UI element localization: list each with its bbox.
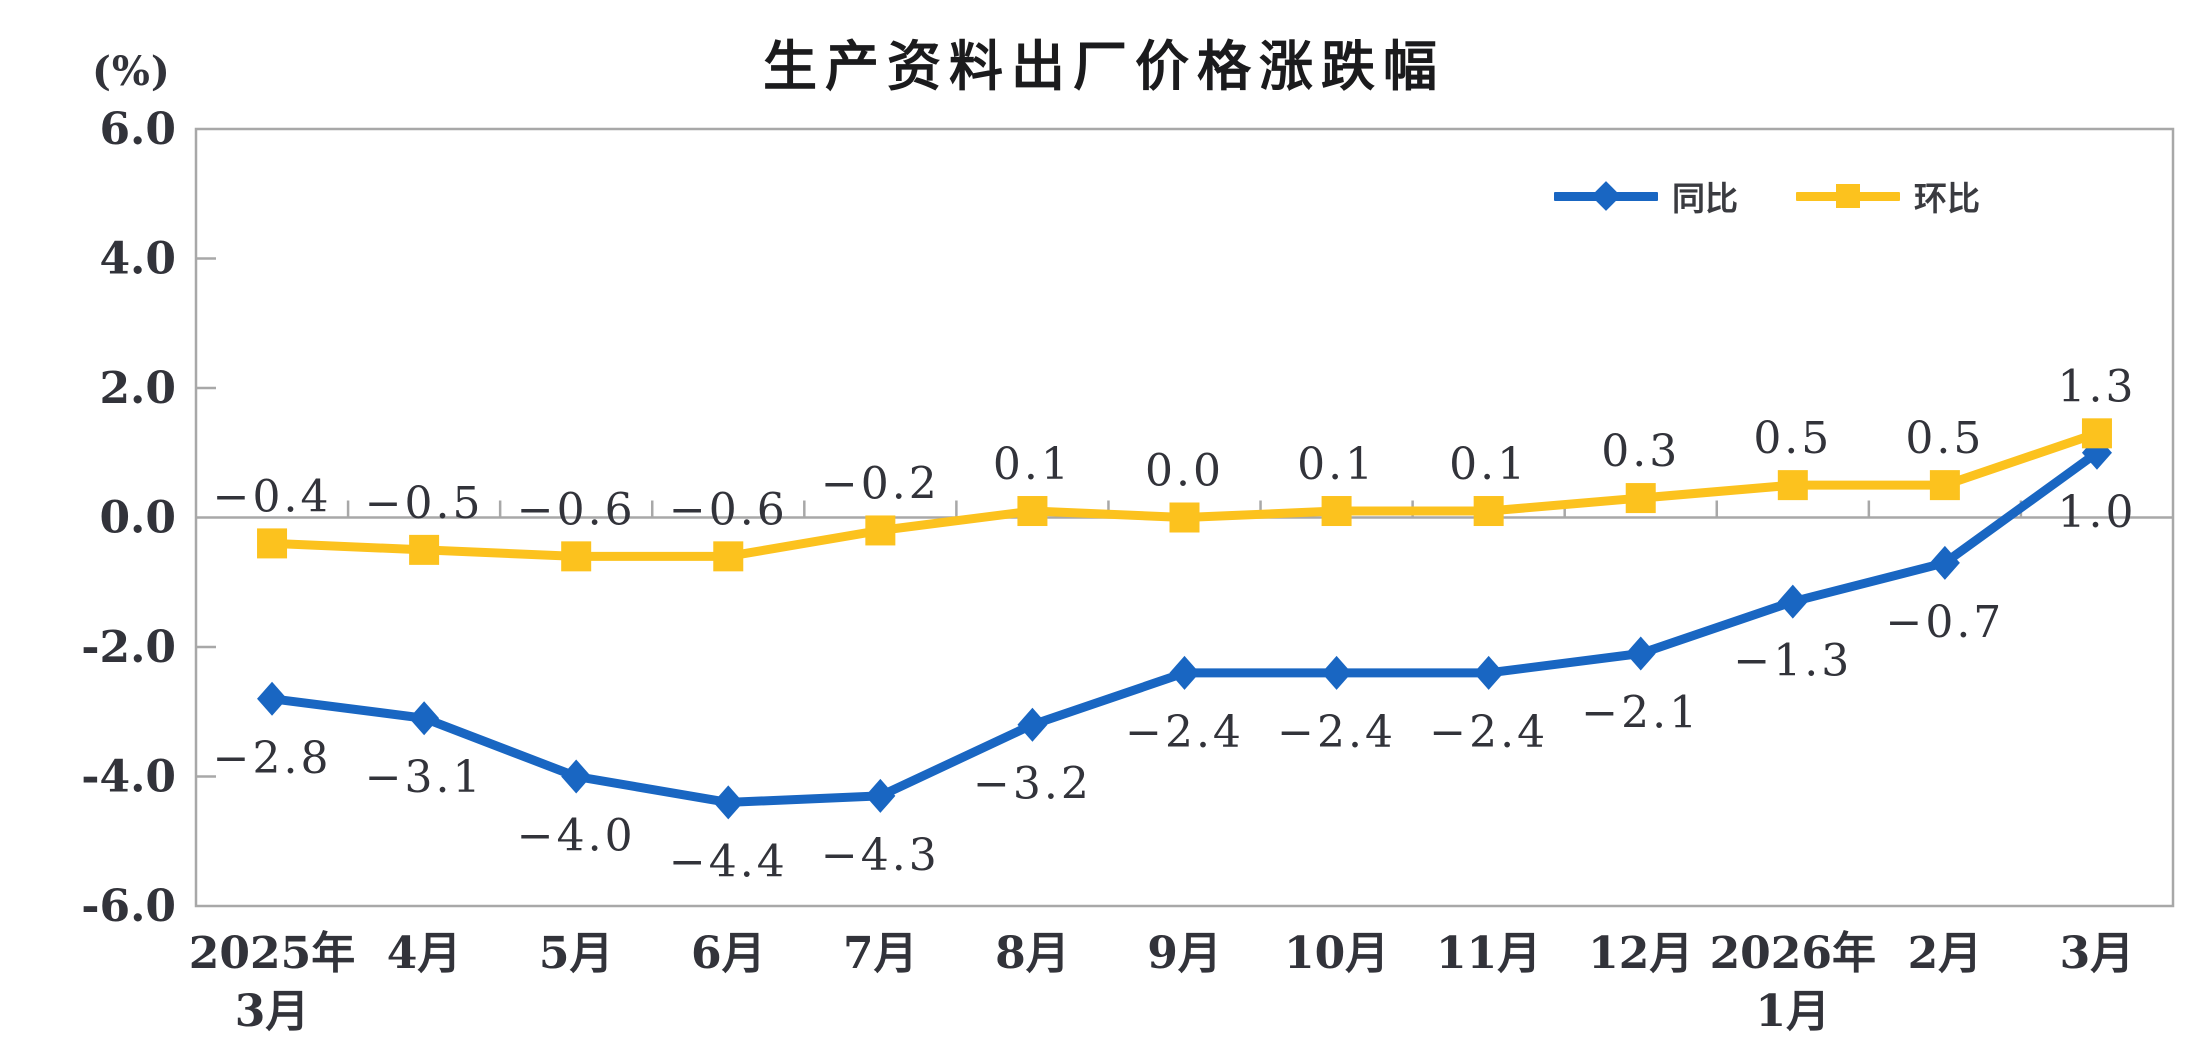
svg-text:3月: 3月 [235,986,310,1037]
y-axis-unit-label: (%) [92,48,171,95]
chart-legend: 同比 环比 [1554,172,1980,220]
mom-line-swatch [1796,184,1900,208]
svg-text:12月: 12月 [1588,928,1693,979]
svg-text:−3.1: −3.1 [365,752,484,803]
svg-text:-6.0: -6.0 [81,881,176,932]
svg-text:−0.7: −0.7 [1885,597,2004,648]
svg-text:−0.6: −0.6 [517,484,636,535]
svg-text:0.5: 0.5 [1905,413,1984,464]
svg-text:11月: 11月 [1436,928,1541,979]
svg-text:6.0: 6.0 [99,104,176,155]
chart-title: 生产资料出厂价格涨跌幅 [763,35,1445,98]
svg-text:1月: 1月 [1755,986,1830,1037]
svg-text:2026年: 2026年 [1710,928,1876,979]
svg-text:−2.8: −2.8 [213,733,332,784]
square-marker-icon [1836,184,1860,208]
svg-text:0.1: 0.1 [993,439,1072,490]
series-mom [257,418,2112,572]
svg-text:−0.5: −0.5 [365,478,484,529]
svg-text:−2.1: −2.1 [1581,687,1700,738]
legend-item-yoy: 同比 [1554,172,1738,220]
svg-text:5月: 5月 [539,928,614,979]
svg-text:9月: 9月 [1147,928,1222,979]
svg-text:−1.3: −1.3 [1733,636,1852,687]
legend-label-mom: 环比 [1914,179,1980,218]
svg-text:8月: 8月 [995,928,1070,979]
svg-text:0.1: 0.1 [1297,439,1376,490]
series-mom-data-labels: −0.4 −0.5 −0.6 −0.6 −0.2 0.1 0.0 0.1 0.1 0.3 0.5 0.… [213,361,2136,535]
svg-text:4.0: 4.0 [99,234,176,285]
svg-text:−0.2: −0.2 [821,458,940,509]
series-yoy-data-labels: −2.8 −3.1 −4.0 −4.4 −4.3 −3.2 −2.4 −2.4 −2.4 −2.1… [213,487,2136,888]
series-yoy [257,435,2112,820]
svg-text:−0.6: −0.6 [669,484,788,535]
svg-text:2月: 2月 [1908,928,1983,979]
svg-text:−2.4: −2.4 [1125,707,1244,758]
svg-text:−2.4: −2.4 [1277,707,1396,758]
svg-text:−4.4: −4.4 [669,836,788,887]
svg-text:0.3: 0.3 [1601,426,1680,477]
yoy-line-swatch [1554,181,1658,211]
svg-text:4月: 4月 [387,928,462,979]
svg-text:1.3: 1.3 [2057,361,2136,412]
legend-label-yoy: 同比 [1672,179,1738,218]
svg-text:−4.0: −4.0 [517,811,636,862]
svg-text:0.0: 0.0 [99,493,176,544]
svg-text:−0.4: −0.4 [213,471,332,522]
svg-text:-2.0: -2.0 [81,622,176,673]
svg-text:2.0: 2.0 [99,363,176,414]
svg-text:0.1: 0.1 [1449,439,1528,490]
svg-text:3月: 3月 [2060,928,2135,979]
svg-text:−2.4: −2.4 [1429,707,1548,758]
svg-text:0.5: 0.5 [1753,413,1832,464]
svg-text:−4.3: −4.3 [821,830,940,881]
svg-text:0.0: 0.0 [1145,446,1224,497]
x-axis-labels: 2025年 3月 4月 5月 6月 7月 8月 9月 10月 11月 12月 2026年 1月 2月 3月 [189,928,2134,1037]
svg-text:7月: 7月 [843,928,918,979]
svg-text:-4.0: -4.0 [81,752,176,803]
svg-text:10月: 10月 [1284,928,1389,979]
legend-item-mom: 环比 [1796,172,1980,220]
y-axis-labels: 6.0 4.0 2.0 0.0 -2.0 -4.0 -6.0 [81,104,176,932]
y-axis-ticks [196,257,216,778]
svg-text:2025年: 2025年 [189,928,355,979]
svg-text:1.0: 1.0 [2057,487,2136,538]
svg-text:−3.2: −3.2 [973,759,1092,810]
svg-text:6月: 6月 [691,928,766,979]
